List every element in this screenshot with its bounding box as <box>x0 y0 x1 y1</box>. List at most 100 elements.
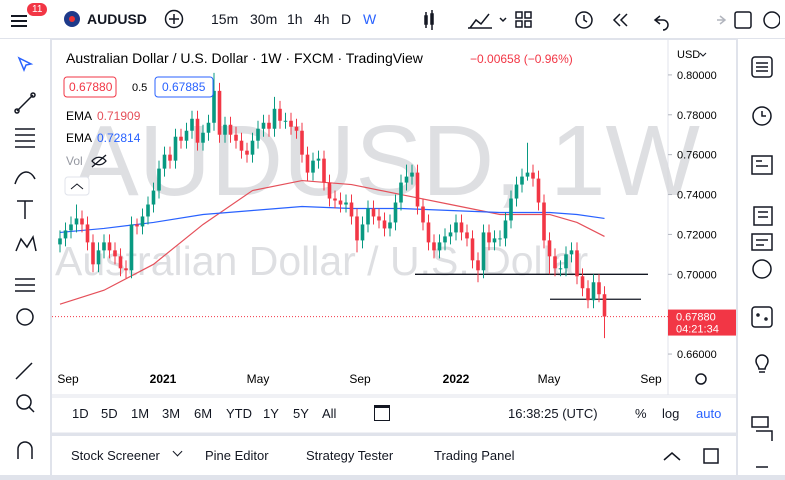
x-tick-label: Sep <box>57 372 79 386</box>
symbol[interactable]: AUDUSD <box>87 11 147 27</box>
candle-body <box>393 202 398 223</box>
drawing-tools[interactable] <box>0 39 50 475</box>
timeframe-button[interactable]: 3M <box>162 406 181 421</box>
scale-option[interactable]: auto <box>696 406 722 421</box>
candle-body <box>256 128 260 141</box>
x-tick-label: Sep <box>640 372 662 386</box>
candle-body <box>168 154 172 161</box>
bid-box[interactable] <box>63 76 117 98</box>
candle-body <box>107 242 112 251</box>
interval-button[interactable]: 15m <box>211 11 239 27</box>
candle-body <box>283 120 288 122</box>
right-toolbar <box>738 39 785 475</box>
x-tick-label: Sep <box>349 372 371 386</box>
candle-body <box>415 172 420 207</box>
candle-body <box>91 242 95 265</box>
candle-body <box>514 184 519 199</box>
candle-body <box>580 276 585 289</box>
candle-body <box>575 250 579 277</box>
currency[interactable]: USD <box>677 49 700 61</box>
candle-body <box>410 172 414 177</box>
timeframe-button[interactable]: 1Y <box>263 406 279 421</box>
panel-controls[interactable] <box>662 446 732 466</box>
candle-body <box>558 268 563 270</box>
spread: 0.5 <box>132 82 147 94</box>
candle-body <box>80 218 84 225</box>
add-symbol[interactable] <box>164 9 184 29</box>
candle-body <box>261 122 266 129</box>
settings-icon[interactable] <box>695 373 707 385</box>
panel-tab[interactable]: Strategy Tester <box>306 448 394 463</box>
candle-body <box>245 150 249 155</box>
calendar-icon[interactable] <box>374 405 390 421</box>
candle-body <box>487 232 491 243</box>
candle-body <box>212 90 216 123</box>
candle-body <box>239 140 244 151</box>
candle-body <box>437 242 442 251</box>
top-toolbar: 11 AUDUSD 15m 30m 1h 4h D W <box>0 0 785 39</box>
timeframe-button[interactable]: YTD <box>226 406 252 421</box>
timeframe-button[interactable]: 6M <box>194 406 213 421</box>
candle-body <box>223 124 227 135</box>
candle-body <box>206 122 211 133</box>
y-tick-label: 0.74000 <box>677 190 717 202</box>
candle-body <box>294 126 299 131</box>
interval-button[interactable]: D <box>341 11 352 27</box>
candle-body <box>465 232 469 239</box>
clock: 16:38:25 (UTC) <box>508 406 598 421</box>
indicator-value: 0.71909 <box>97 109 141 123</box>
candle-body <box>179 136 183 141</box>
y-tick-label: 0.70000 <box>677 269 717 281</box>
price-label-box <box>668 309 736 336</box>
interval-button[interactable]: W <box>363 11 377 27</box>
y-tick-label: 0.66000 <box>677 349 717 361</box>
candle-body <box>542 202 546 241</box>
candle-body <box>74 218 79 225</box>
candle-body <box>278 108 282 121</box>
y-tick-label: 0.80000 <box>677 70 717 82</box>
toolbar-icons <box>424 10 780 31</box>
candle-body <box>371 208 376 217</box>
y-tick-label: 0.78000 <box>677 110 717 122</box>
scale-option[interactable]: % <box>635 406 647 421</box>
candle-body <box>586 288 590 301</box>
ask-box[interactable] <box>154 76 214 98</box>
notification-badge: 11 <box>27 3 48 16</box>
candle-body <box>564 254 568 269</box>
candle-body <box>162 154 167 169</box>
candle-body <box>333 198 337 201</box>
candle-body <box>69 224 73 231</box>
candle-body <box>399 182 403 203</box>
timeframe-button[interactable]: 1D <box>72 406 89 421</box>
widget-icons[interactable] <box>738 39 785 475</box>
interval-button[interactable]: 30m <box>250 11 278 27</box>
timeframe-button[interactable]: 5D <box>101 406 118 421</box>
left-toolbar <box>0 39 50 475</box>
panel-tab[interactable]: Trading Panel <box>434 448 515 463</box>
candle-body <box>602 294 607 317</box>
interval-button[interactable]: 1h <box>287 11 303 27</box>
candle-body <box>597 282 601 295</box>
hide-icon[interactable] <box>91 154 107 168</box>
chart: AUDUSD, 1W Australian Dollar / U.S. Doll… <box>52 40 736 434</box>
candle-body <box>157 168 161 191</box>
timeframe-button[interactable]: 5Y <box>293 406 309 421</box>
panel-tab[interactable]: Stock Screener <box>71 448 160 463</box>
collapse-legend[interactable] <box>64 176 90 196</box>
bid: 0.67880 <box>69 80 113 94</box>
candle-body <box>443 236 447 243</box>
candle-body <box>322 158 326 183</box>
candle-body <box>300 130 304 155</box>
scale-option[interactable]: log <box>662 406 680 421</box>
timeframe-button[interactable]: 1M <box>131 406 150 421</box>
menu-icon[interactable] <box>8 8 32 32</box>
legend-title: Australian Dollar / U.S. Dollar · 1W · F… <box>66 50 424 66</box>
candle-body <box>525 172 530 177</box>
interval-button[interactable]: 4h <box>314 11 330 27</box>
candle-body <box>146 204 150 217</box>
panel-tab[interactable]: Pine Editor <box>205 448 269 463</box>
timeframe-button[interactable]: All <box>322 406 337 421</box>
candle-body <box>201 132 205 143</box>
x-tick-label: 2021 <box>150 372 177 386</box>
